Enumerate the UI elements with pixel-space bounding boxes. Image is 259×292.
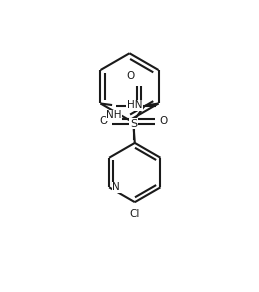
Text: O: O	[99, 116, 107, 126]
Text: O: O	[127, 71, 135, 81]
Text: N: N	[112, 182, 120, 192]
Text: Cl: Cl	[130, 209, 140, 219]
Text: S: S	[130, 119, 137, 128]
Text: HN: HN	[127, 100, 142, 110]
Text: NH: NH	[106, 110, 122, 120]
Text: O: O	[160, 116, 168, 126]
